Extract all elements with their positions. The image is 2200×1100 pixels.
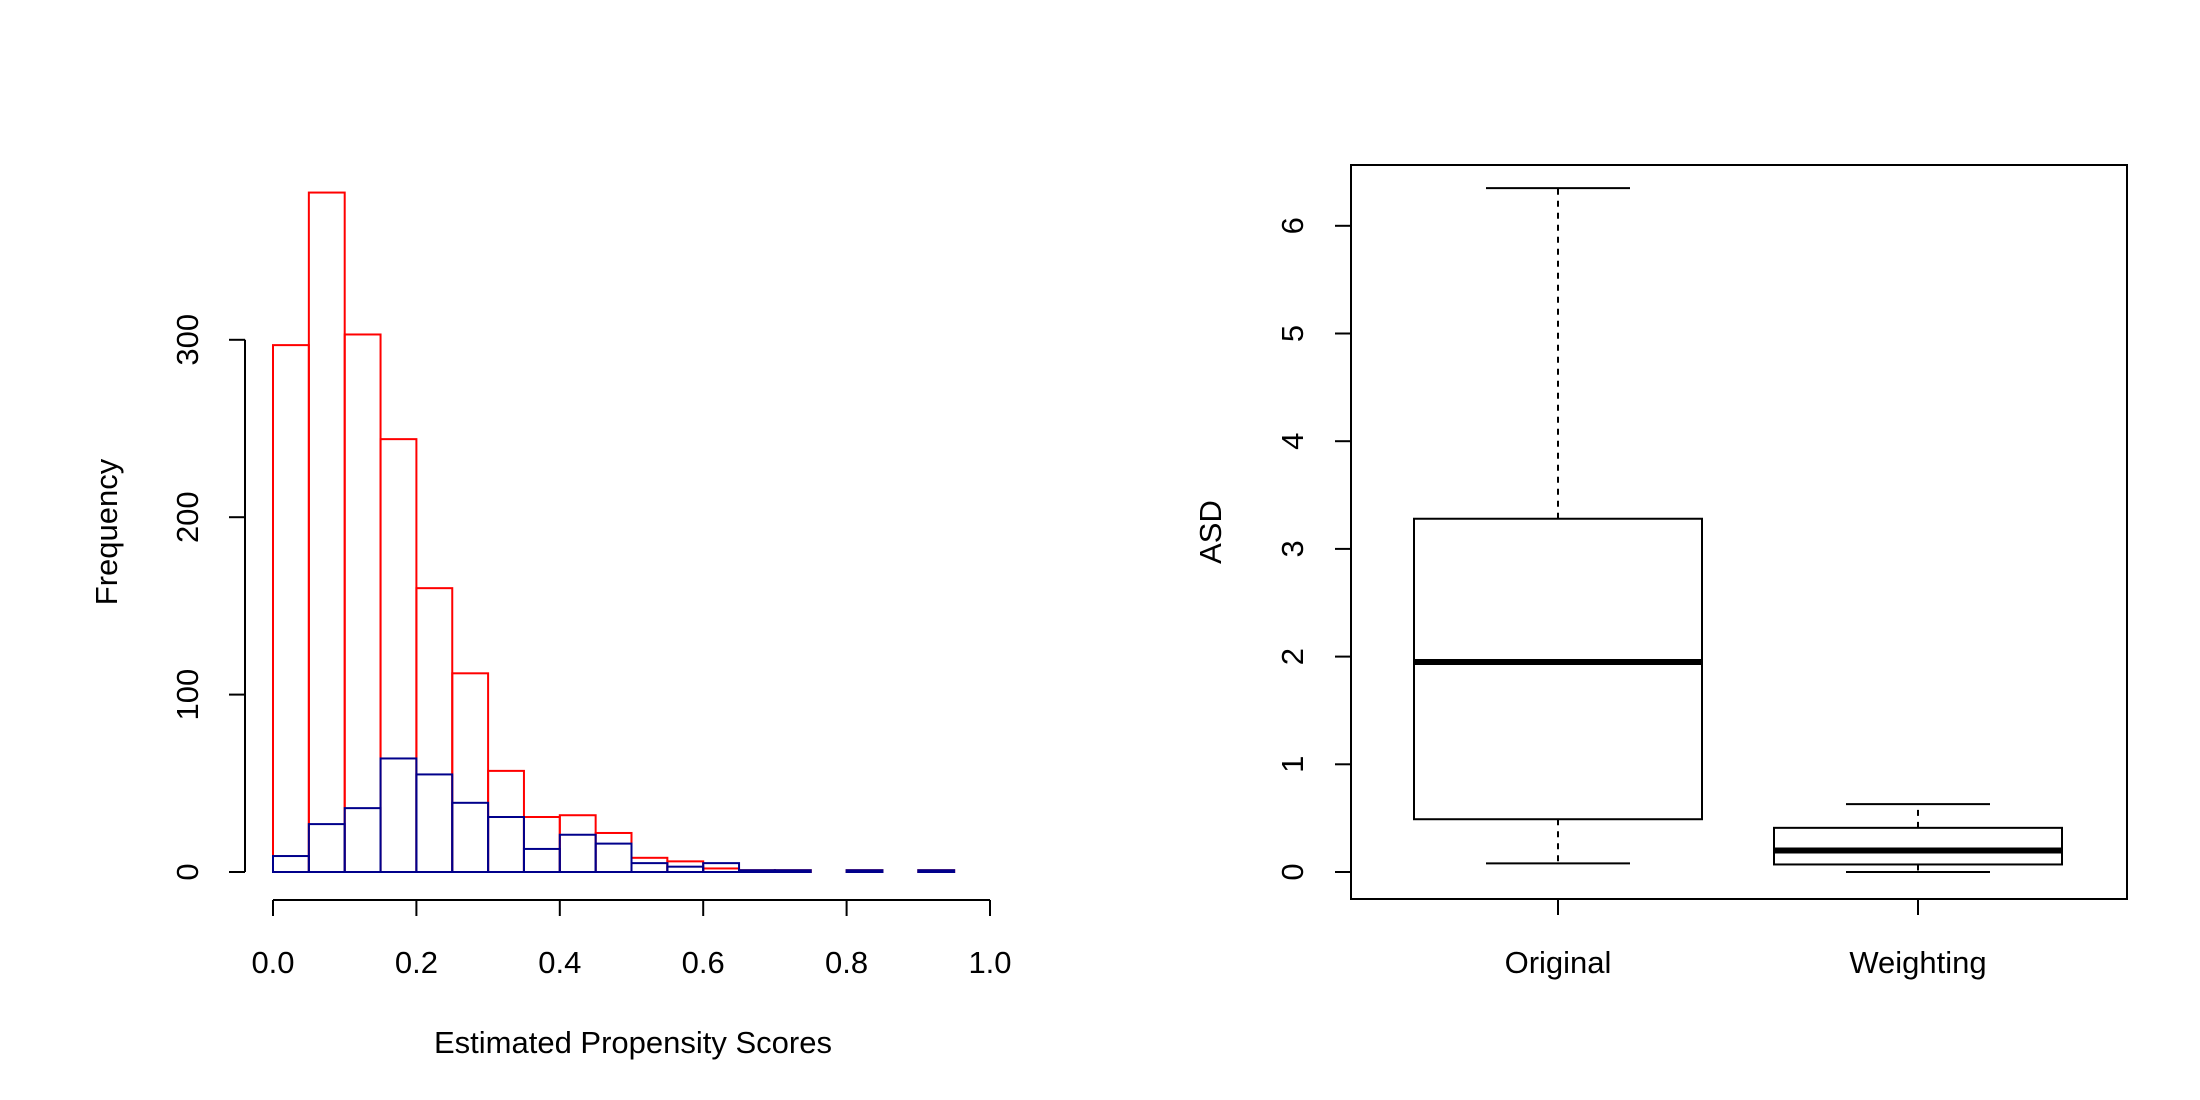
boxplot-box-weighting: [1773, 803, 2063, 873]
histogram-bar: [343, 333, 382, 873]
histogram-bar: [379, 438, 418, 873]
histogram-bar: [451, 801, 490, 874]
boxplot-y-axis: 0 1 2 3 4 5 6: [1275, 217, 1352, 881]
histogram-bar: [487, 816, 525, 873]
histogram-bar: [845, 869, 884, 874]
histogram-x-axis-title: Estimated Propensity Scores: [434, 1025, 832, 1060]
histogram-bar: [451, 672, 490, 874]
histogram-y-tick-label: 200: [170, 491, 205, 543]
boxplot-y-tick-label: 2: [1275, 648, 1310, 665]
boxplot-y-tick-label: 6: [1275, 217, 1310, 234]
histogram-bar: [272, 344, 310, 873]
boxplot-x-tick-label: Weighting: [1849, 945, 1986, 980]
histogram-bar: [343, 807, 382, 873]
boxplot-y-tick-label: 5: [1275, 325, 1310, 342]
boxplot-y-tick-label: 3: [1275, 540, 1310, 557]
histogram-bar: [522, 847, 561, 873]
histogram-bar: [415, 587, 454, 873]
histogram-x-tick-label: 0.8: [825, 945, 868, 980]
histogram-bar: [415, 773, 454, 873]
histogram-bar: [307, 191, 346, 874]
histogram-panel: 0.0 0.2 0.4 0.6 0.8 1.0 0 100 200 300 Estimated …: [89, 191, 1012, 1060]
histogram-bar: [702, 862, 741, 874]
histogram-bar: [917, 869, 956, 874]
histogram-bar: [558, 814, 597, 873]
boxplot-panel: 0 1 2 3 4 5 6 Original Weighting ASD: [1193, 164, 2128, 980]
boxplot-x-tick-label: Original: [1505, 945, 1612, 980]
boxplot-boxes: [1413, 187, 2063, 873]
histogram-bar: [487, 769, 525, 874]
boxplot-y-tick-label: 4: [1275, 433, 1310, 450]
boxplot-iqr-box: [1773, 826, 2063, 866]
boxplot-y-tick-label: 0: [1275, 863, 1310, 880]
histogram-x-tick-label: 0.0: [251, 945, 294, 980]
histogram-series-blue: [272, 757, 956, 874]
histogram-y-tick-label: 100: [170, 669, 205, 721]
histogram-bar: [594, 842, 633, 874]
histogram-bar: [630, 862, 669, 874]
histogram-bar: [522, 816, 561, 873]
histogram-x-tick-label: 0.4: [538, 945, 581, 980]
histogram-bar: [307, 823, 346, 873]
histogram-bar: [272, 855, 310, 873]
boxplot-x-axis: Original Weighting: [1505, 899, 1987, 980]
histogram-series-red: [272, 191, 956, 874]
histogram-y-tick-label: 300: [170, 314, 205, 366]
histogram-x-tick-label: 1.0: [968, 945, 1011, 980]
histogram-bar: [594, 831, 633, 873]
histogram-bar: [773, 869, 812, 874]
boxplot-iqr-box: [1413, 517, 1703, 821]
boxplot-box-original: [1413, 187, 1703, 865]
boxplot-y-axis-title: ASD: [1193, 500, 1228, 564]
histogram-x-axis: 0.0 0.2 0.4 0.6 0.8 1.0: [251, 899, 1012, 980]
histogram-y-axis: 0 100 200 300: [170, 314, 246, 881]
histogram-bar: [666, 865, 705, 873]
histogram-bar: [738, 869, 776, 874]
histogram-x-tick-label: 0.6: [682, 945, 725, 980]
histogram-bar: [379, 757, 418, 873]
boxplot-y-tick-label: 1: [1275, 756, 1310, 773]
histogram-y-tick-label: 0: [170, 863, 205, 880]
histogram-bar: [630, 856, 669, 873]
histogram-bar: [558, 833, 597, 873]
histogram-x-tick-label: 0.2: [395, 945, 438, 980]
histogram-y-axis-title: Frequency: [89, 458, 124, 605]
